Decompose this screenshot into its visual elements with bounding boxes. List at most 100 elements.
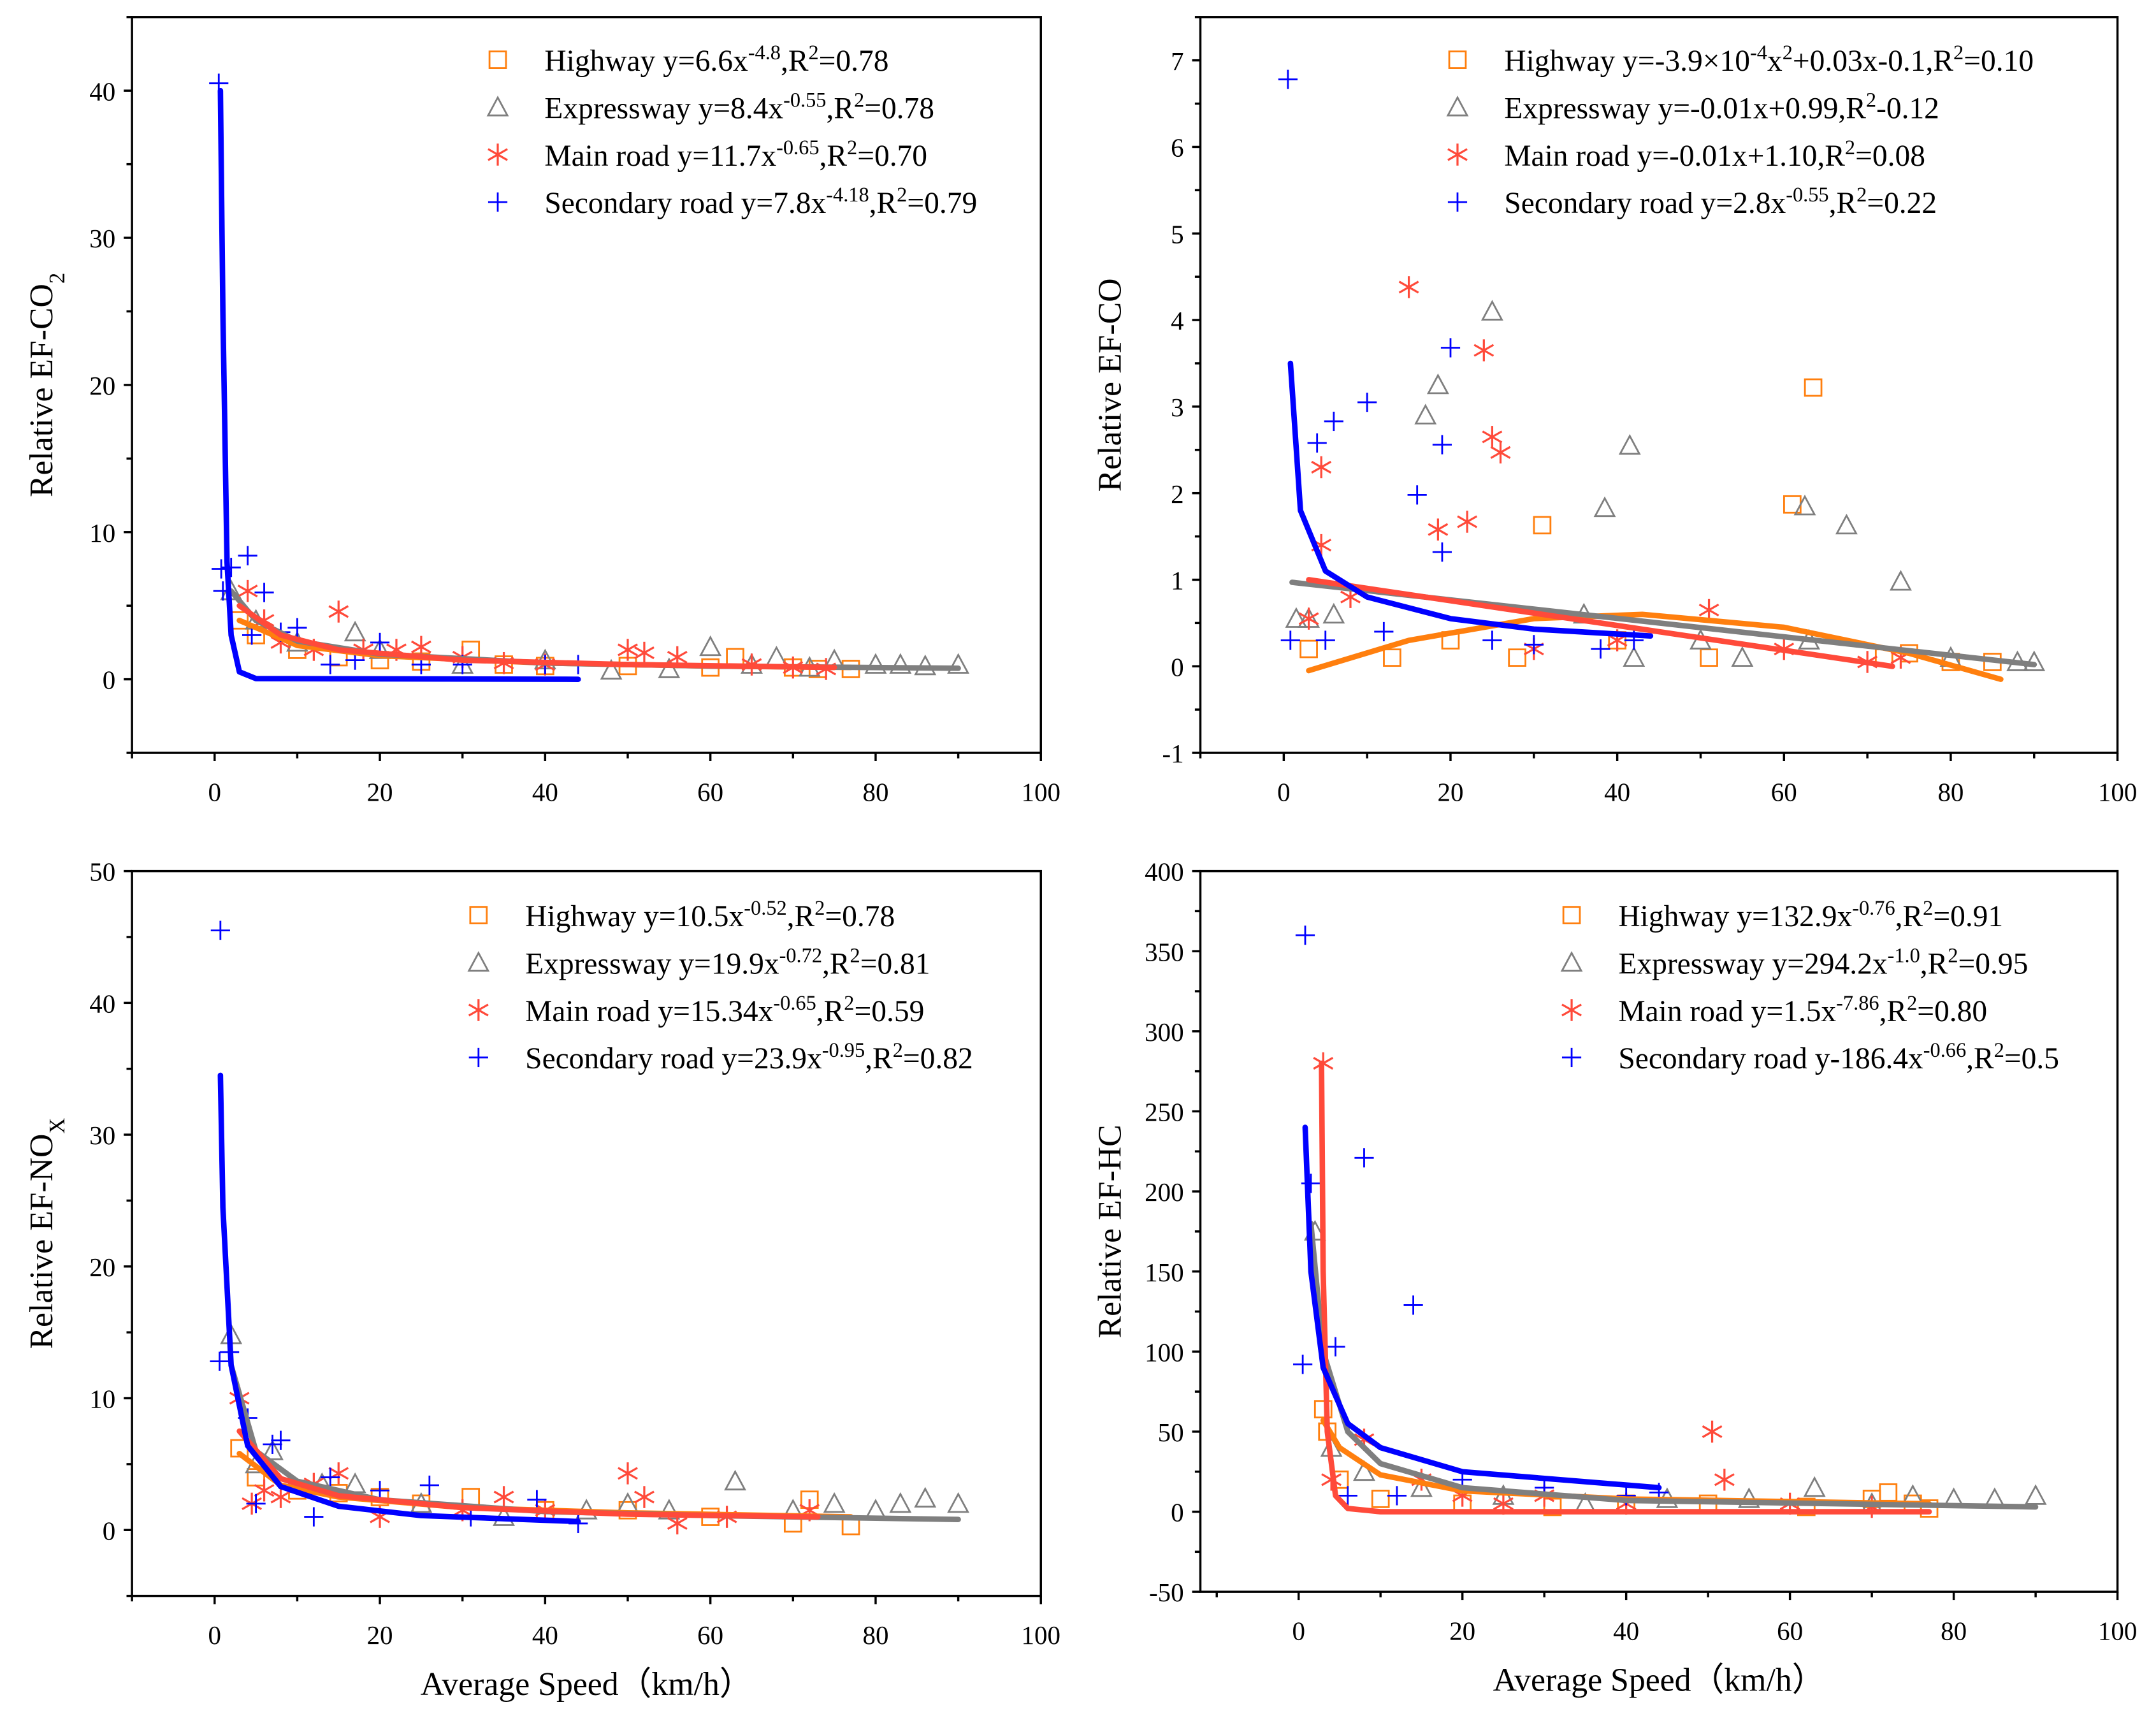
legend-label: Highway y=6.6x-4.8,R2=0.78 [544,41,888,78]
text-part: ,R [1895,900,1923,933]
legend-label: Secondary road y-186.4x-0.66,R2=0.5 [1618,1038,2059,1075]
main-data-point [634,1486,655,1508]
text-part: 2 [1856,183,1867,206]
secondary-fit-curve [1302,1124,1662,1491]
secondary-data-point [238,546,257,565]
text-part: Relative EF-NO [24,1134,60,1349]
x-tick-label: 80 [862,778,888,807]
y-tick-label: 0 [103,665,116,695]
legend-label: Expressway y=294.2x-1.0,R2=0.95 [1618,943,2028,980]
text-part: ,R [1879,995,1907,1028]
text-part: Secondary road y=23.9x [525,1042,822,1075]
secondary-data-point [527,1490,547,1509]
highway-data-point [1543,1497,1562,1516]
highway-data-point [1313,1400,1333,1419]
legend-triangle-icon [1446,96,1469,117]
x-tick-label: 40 [1604,778,1630,807]
secondary-fit-curve [1287,360,1654,639]
y-tick-label: 40 [89,989,115,1018]
y-tick-label: 300 [1145,1017,1183,1047]
x-tick-label: 60 [697,1620,723,1650]
legend-entry-highway: Highway y=132.9x-0.76,R2=0.91 [1562,896,2003,933]
legend-entry-secondary: Secondary road y=23.9x-0.95,R2=0.82 [468,1038,973,1075]
legend-asterisk-icon [488,143,508,166]
secondary-data-point [1387,1486,1407,1506]
legend-entry-expressway: Expressway y=19.9x-0.72,R2=0.81 [467,943,930,980]
asterisk-stroke [618,1467,638,1480]
expressway-data-point [1410,1476,1433,1497]
main-data-point [1482,426,1503,448]
expressway-data-point [344,1472,366,1494]
text-part: 2 [897,183,907,206]
y-tick-label: 7 [1171,47,1184,76]
secondary-data-point [1280,630,1300,650]
main-data-point [1714,1469,1735,1491]
legend-label: Secondary road y=23.9x-0.95,R2=0.82 [525,1038,973,1075]
text-part: =0.91 [1933,900,2003,933]
text-part: -0.65 [773,991,816,1014]
legend-entry-highway: Highway y=6.6x-4.8,R2=0.78 [488,41,888,78]
text-part: ,R [1920,947,1948,980]
expressway-data-point [1618,433,1641,455]
secondary-data-point [287,618,307,637]
asterisk-stroke [618,643,638,657]
asterisk-stroke [493,1490,514,1504]
legend-label: Main road y=15.34x-0.65,R2=0.59 [525,991,924,1028]
y-tick-label: 6 [1171,133,1184,163]
x-tick-label: 0 [208,1620,222,1650]
plot-area [210,920,970,1536]
asterisk-stroke [488,148,508,161]
text-part: 2 [45,273,69,284]
asterisk-stroke [1702,1425,1723,1438]
secondary-data-point [1357,392,1377,412]
highway-data-point [1879,1483,1898,1502]
legend-entry-main: Main road y=11.7x-0.65,R2=0.70 [488,136,927,173]
y-tick-label: 0 [103,1516,116,1545]
main-data-point [328,600,349,623]
text-part: -0.72 [779,943,822,966]
y-axis-label: Relative EF-CO2 [24,273,69,497]
y-tick-label: 50 [89,857,115,887]
text-part: Main road y=11.7x [544,140,776,173]
legend-square-icon [488,50,507,69]
text-part: Expressway y=19.9x [525,947,779,980]
text-part: Main road y=15.34x [525,995,773,1028]
expressway-data-point [864,653,887,674]
text-part: -0.52 [744,896,786,919]
main-fit-curve [1306,577,1895,669]
text-part: 2 [893,1038,903,1061]
x-tick-label: 20 [367,1620,393,1650]
expressway-data-point [1889,570,1912,591]
text-part: X [45,1118,69,1134]
expressway-data-point [699,635,722,657]
asterisk-stroke [328,605,349,618]
highway-data-point [1797,1497,1816,1516]
highway-data-point [1804,378,1823,397]
text-part: ,R [1829,187,1857,220]
secondary-fit-curve [217,87,581,682]
highway-data-point [726,648,744,667]
secondary-data-point [254,583,274,602]
main-data-point [1698,599,1719,622]
text-part: 2 [1953,41,1964,64]
text-part: ,R [781,45,809,78]
expressway-data-point [616,1492,639,1513]
asterisk-stroke [1561,1003,1582,1017]
y-tick-label: 0 [1171,652,1184,681]
asterisk-stroke [254,1484,275,1497]
text-part: -0.65 [776,136,819,159]
legend-square-icon [469,906,488,924]
expressway-data-point [2024,1484,2047,1505]
expressway-data-point [261,1439,284,1460]
expressway-data-point [1835,513,1858,535]
secondary-data-point [1524,635,1544,655]
legend-label: Expressway y=-0.01x+0.99,R2-0.12 [1504,88,1939,125]
main-data-point [1702,1420,1723,1443]
main-data-point [618,1462,638,1485]
text-part: ,R [869,187,897,220]
asterisk-stroke [410,640,431,653]
secondary-data-point [1324,411,1343,432]
legend-plus-icon [1561,1047,1582,1068]
secondary-data-point [304,1507,324,1527]
x-axis-label: Average Speed（km/h） [421,1666,753,1703]
